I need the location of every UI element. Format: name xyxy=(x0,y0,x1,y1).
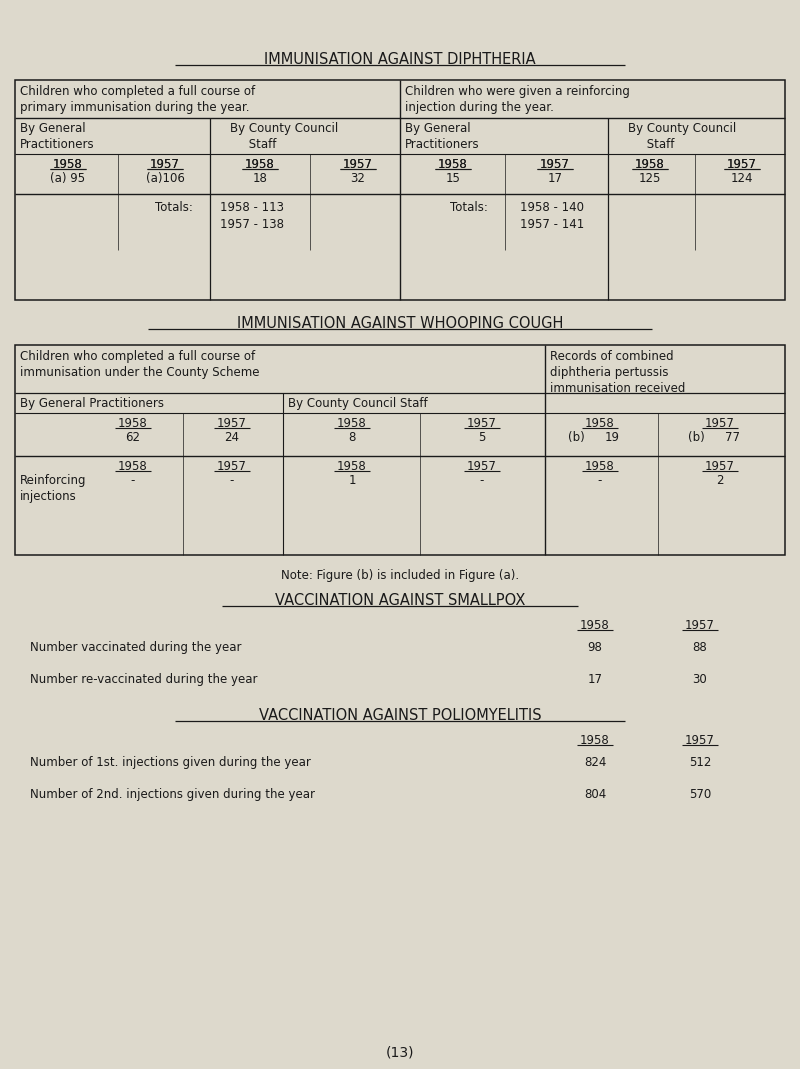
Bar xyxy=(15,345,785,555)
Text: 30: 30 xyxy=(693,673,707,686)
Text: 1958: 1958 xyxy=(337,417,367,430)
Text: By County Council
     Staff: By County Council Staff xyxy=(230,122,338,151)
Text: 1958: 1958 xyxy=(438,158,468,171)
Text: 1958: 1958 xyxy=(245,158,275,171)
Text: 1957: 1957 xyxy=(727,158,757,171)
Text: Children who completed a full course of
immunisation under the County Scheme: Children who completed a full course of … xyxy=(20,350,259,379)
Text: 1957: 1957 xyxy=(343,158,373,171)
Text: 77: 77 xyxy=(725,431,740,444)
Text: 17: 17 xyxy=(587,673,602,686)
Text: 8: 8 xyxy=(348,431,356,444)
Text: VACCINATION AGAINST POLIOMYELITIS: VACCINATION AGAINST POLIOMYELITIS xyxy=(258,708,542,723)
Text: 1958 - 140: 1958 - 140 xyxy=(520,201,584,214)
Text: By General
Practitioners: By General Practitioners xyxy=(20,122,94,151)
Text: 1958 - 113: 1958 - 113 xyxy=(220,201,284,214)
Text: 1957: 1957 xyxy=(150,158,180,171)
Text: 18: 18 xyxy=(253,172,267,185)
Text: 62: 62 xyxy=(126,431,141,444)
Text: 1958: 1958 xyxy=(337,460,367,472)
Text: 1958: 1958 xyxy=(438,158,468,171)
Text: (13): (13) xyxy=(386,1045,414,1059)
Text: 804: 804 xyxy=(584,788,606,801)
Text: 1957: 1957 xyxy=(727,158,757,171)
Text: Records of combined
diphtheria pertussis
immunisation received: Records of combined diphtheria pertussis… xyxy=(550,350,686,396)
Text: 512: 512 xyxy=(689,756,711,769)
Text: 125: 125 xyxy=(639,172,661,185)
Text: By General
Practitioners: By General Practitioners xyxy=(405,122,480,151)
Text: 1958: 1958 xyxy=(53,158,83,171)
Text: 1958: 1958 xyxy=(580,734,610,747)
Text: 5: 5 xyxy=(478,431,486,444)
Text: Note: Figure (b) is included in Figure (a).: Note: Figure (b) is included in Figure (… xyxy=(281,569,519,582)
Text: 1957 - 138: 1957 - 138 xyxy=(220,218,284,231)
Text: -: - xyxy=(230,474,234,487)
Text: Number of 1st. injections given during the year: Number of 1st. injections given during t… xyxy=(30,756,311,769)
Text: -: - xyxy=(480,474,484,487)
Text: 824: 824 xyxy=(584,756,606,769)
Text: 1958: 1958 xyxy=(118,417,148,430)
Text: (b): (b) xyxy=(568,431,585,444)
Text: 1958: 1958 xyxy=(245,158,275,171)
Text: By County Council Staff: By County Council Staff xyxy=(288,397,428,410)
Text: IMMUNISATION AGAINST WHOOPING COUGH: IMMUNISATION AGAINST WHOOPING COUGH xyxy=(237,316,563,331)
Text: 1958: 1958 xyxy=(635,158,665,171)
Text: 1957: 1957 xyxy=(705,460,735,472)
Text: 32: 32 xyxy=(350,172,366,185)
Text: 1957: 1957 xyxy=(467,417,497,430)
Text: 1958: 1958 xyxy=(580,619,610,632)
Text: VACCINATION AGAINST SMALLPOX: VACCINATION AGAINST SMALLPOX xyxy=(275,593,525,608)
Text: Totals:: Totals: xyxy=(450,201,488,214)
Text: 1957: 1957 xyxy=(685,619,715,632)
Text: 19: 19 xyxy=(605,431,620,444)
Text: By General Practitioners: By General Practitioners xyxy=(20,397,164,410)
Text: 124: 124 xyxy=(730,172,754,185)
Text: (a)106: (a)106 xyxy=(146,172,185,185)
Text: 1957: 1957 xyxy=(685,734,715,747)
Text: 2: 2 xyxy=(716,474,724,487)
Text: 570: 570 xyxy=(689,788,711,801)
Text: Reinforcing
injections: Reinforcing injections xyxy=(20,474,86,503)
Text: (a) 95: (a) 95 xyxy=(50,172,86,185)
Text: (b): (b) xyxy=(688,431,705,444)
Text: 24: 24 xyxy=(225,431,239,444)
Text: Number vaccinated during the year: Number vaccinated during the year xyxy=(30,641,242,654)
Text: By County Council
     Staff: By County Council Staff xyxy=(628,122,736,151)
Text: 88: 88 xyxy=(693,641,707,654)
Text: 1958: 1958 xyxy=(53,158,83,171)
Bar xyxy=(15,80,785,300)
Text: 1957: 1957 xyxy=(540,158,570,171)
Text: 1957: 1957 xyxy=(540,158,570,171)
Text: 17: 17 xyxy=(547,172,562,185)
Text: -: - xyxy=(131,474,135,487)
Text: 1958: 1958 xyxy=(118,460,148,472)
Text: IMMUNISATION AGAINST DIPHTHERIA: IMMUNISATION AGAINST DIPHTHERIA xyxy=(264,52,536,67)
Text: 1957: 1957 xyxy=(217,417,247,430)
Text: Number re-vaccinated during the year: Number re-vaccinated during the year xyxy=(30,673,258,686)
Text: Children who were given a reinforcing
injection during the year.: Children who were given a reinforcing in… xyxy=(405,86,630,114)
Text: -: - xyxy=(598,474,602,487)
Text: 15: 15 xyxy=(446,172,461,185)
Text: 1958: 1958 xyxy=(585,460,615,472)
Text: 1957: 1957 xyxy=(467,460,497,472)
Text: 1958: 1958 xyxy=(585,417,615,430)
Text: 1957: 1957 xyxy=(343,158,373,171)
Text: Number of 2nd. injections given during the year: Number of 2nd. injections given during t… xyxy=(30,788,315,801)
Text: Children who completed a full course of
primary immunisation during the year.: Children who completed a full course of … xyxy=(20,86,255,114)
Text: 98: 98 xyxy=(587,641,602,654)
Text: 1957: 1957 xyxy=(705,417,735,430)
Text: 1957 - 141: 1957 - 141 xyxy=(520,218,584,231)
Text: 1957: 1957 xyxy=(217,460,247,472)
Text: 1957: 1957 xyxy=(150,158,180,171)
Text: 1958: 1958 xyxy=(635,158,665,171)
Text: 1: 1 xyxy=(348,474,356,487)
Text: Totals:: Totals: xyxy=(155,201,193,214)
